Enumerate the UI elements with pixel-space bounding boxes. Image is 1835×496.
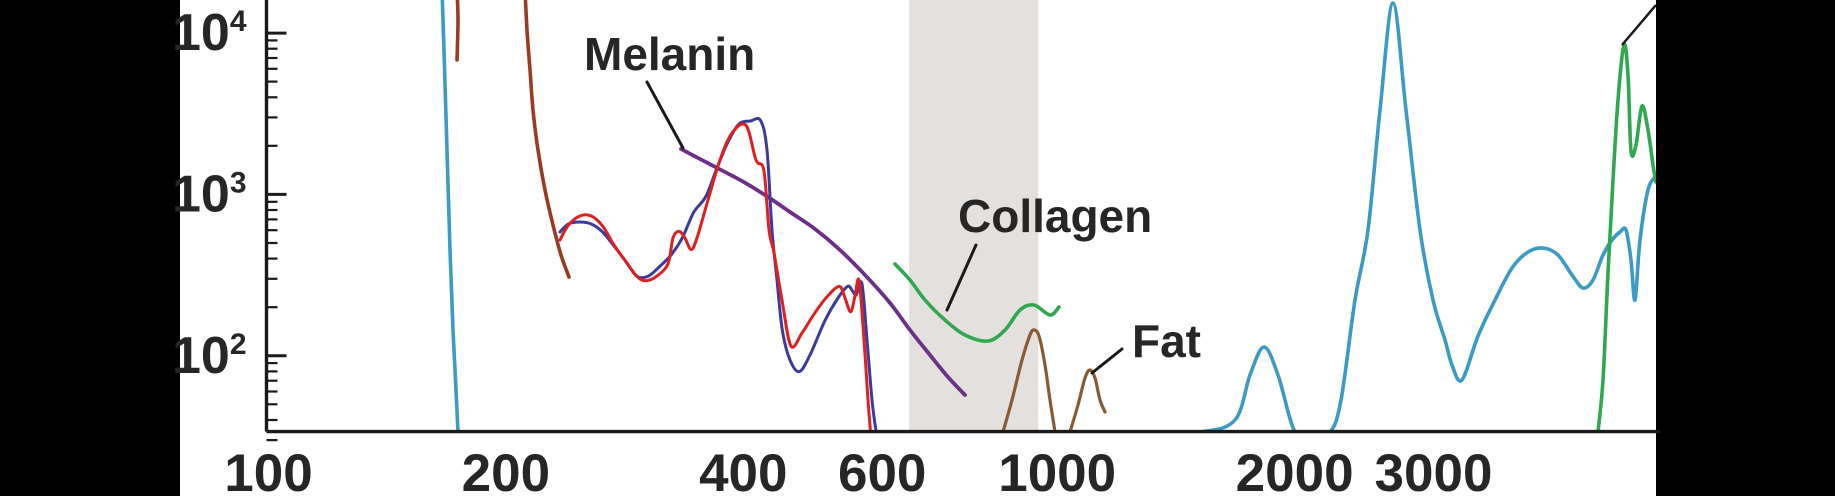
svg-text:2000: 2000 — [1236, 444, 1354, 496]
svg-text:200: 200 — [462, 444, 550, 496]
svg-text:Collagen: Collagen — [958, 190, 1152, 242]
svg-text:Fat: Fat — [1132, 315, 1201, 367]
svg-text:1000: 1000 — [998, 444, 1116, 496]
svg-text:400: 400 — [699, 444, 787, 496]
svg-text:100: 100 — [224, 444, 312, 496]
svg-text:3000: 3000 — [1375, 444, 1493, 496]
svg-text:Melanin: Melanin — [584, 28, 755, 80]
svg-text:600: 600 — [838, 444, 926, 496]
